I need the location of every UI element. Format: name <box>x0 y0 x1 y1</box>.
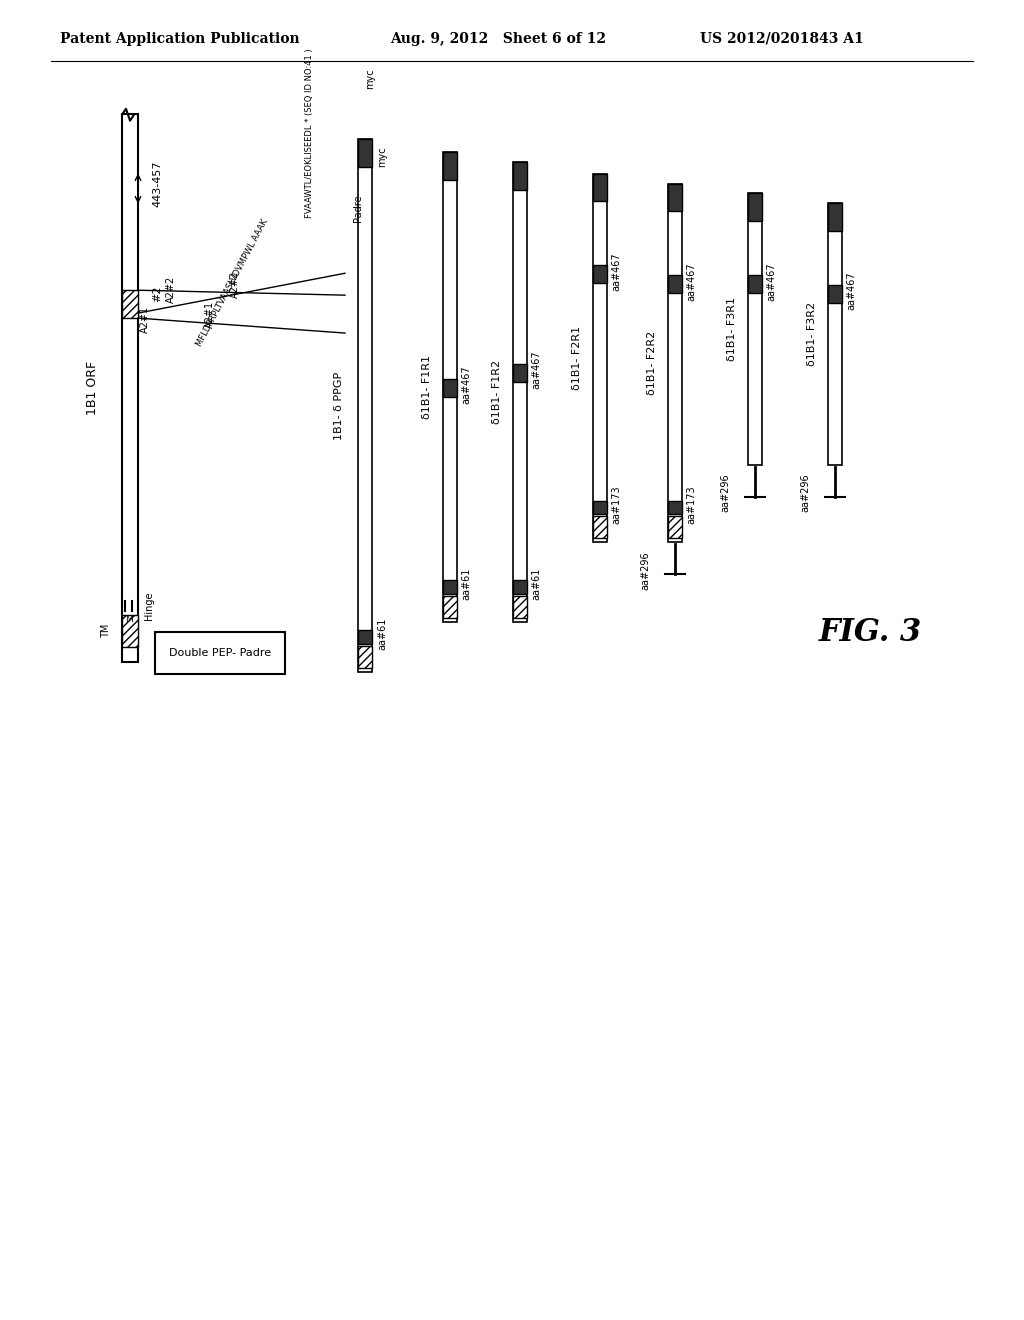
Bar <box>513 364 527 381</box>
Text: aa#296: aa#296 <box>800 474 810 512</box>
Bar <box>668 516 682 539</box>
Text: aa#467: aa#467 <box>531 351 541 389</box>
Text: US 2012/0201843 A1: US 2012/0201843 A1 <box>700 32 864 46</box>
Text: Hinge: Hinge <box>144 591 154 620</box>
Bar <box>593 173 607 202</box>
Bar <box>828 203 842 465</box>
Text: aa#61: aa#61 <box>377 618 387 651</box>
Bar <box>443 597 457 618</box>
Text: Patent Application Publication: Patent Application Publication <box>60 32 300 46</box>
Text: δ1B1- F1R1: δ1B1- F1R1 <box>422 355 432 418</box>
Bar <box>443 379 457 397</box>
Bar <box>443 152 457 180</box>
Bar <box>748 276 762 293</box>
Text: aa#173: aa#173 <box>611 486 621 524</box>
Text: TM: TM <box>101 624 111 639</box>
Text: FIG. 3: FIG. 3 <box>818 616 922 648</box>
Text: A2#1: A2#1 <box>140 305 150 333</box>
Text: A2#1: A2#1 <box>205 301 215 327</box>
Text: aa#61: aa#61 <box>531 568 541 601</box>
Bar <box>828 285 842 304</box>
Text: δ1B1- F2R1: δ1B1- F2R1 <box>572 326 582 389</box>
Text: aa#467: aa#467 <box>846 272 856 310</box>
Text: Double PEP- Padre: Double PEP- Padre <box>169 648 271 659</box>
Bar <box>828 203 842 231</box>
Bar <box>593 500 607 515</box>
Bar <box>358 630 372 644</box>
Bar <box>358 139 372 166</box>
Text: MFLDPRPLTVAASLVDVMPWL AAAK: MFLDPRPLTVAASLVDVMPWL AAAK <box>195 218 270 348</box>
Bar <box>748 194 762 222</box>
Text: δ1B1- F2R2: δ1B1- F2R2 <box>647 331 657 395</box>
Bar <box>593 265 607 284</box>
Text: 443-457: 443-457 <box>152 160 162 207</box>
Text: Aug. 9, 2012   Sheet 6 of 12: Aug. 9, 2012 Sheet 6 of 12 <box>390 32 606 46</box>
Text: δ1B1- F3R2: δ1B1- F3R2 <box>807 302 817 366</box>
Text: aa#61: aa#61 <box>461 568 471 601</box>
Text: myc: myc <box>365 69 375 90</box>
Bar <box>358 645 372 668</box>
Bar <box>443 581 457 594</box>
Text: A2#2: A2#2 <box>230 271 240 298</box>
Bar <box>668 183 682 211</box>
Text: FVAAWTL/EOKLISEEDL * (SEQ ID NO:41 ): FVAAWTL/EOKLISEEDL * (SEQ ID NO:41 ) <box>305 49 314 218</box>
Bar <box>668 276 682 293</box>
Bar <box>593 516 607 539</box>
Text: aa#173: aa#173 <box>686 486 696 524</box>
Bar <box>122 114 138 663</box>
Text: myc: myc <box>377 147 387 166</box>
Text: Padre: Padre <box>353 194 362 222</box>
Text: M: M <box>125 615 133 623</box>
Text: aa#467: aa#467 <box>766 261 776 301</box>
Text: #2: #2 <box>152 286 162 302</box>
Bar <box>513 161 527 622</box>
Bar <box>668 500 682 515</box>
Bar <box>155 632 285 675</box>
Bar <box>513 597 527 618</box>
Bar <box>513 161 527 190</box>
Bar <box>668 183 682 543</box>
Text: δ1B1- F3R1: δ1B1- F3R1 <box>727 297 737 362</box>
Bar <box>513 581 527 594</box>
Bar <box>593 173 607 543</box>
Bar <box>443 152 457 622</box>
Text: A2#2: A2#2 <box>166 276 176 302</box>
Bar <box>122 615 138 647</box>
Text: aa#467: aa#467 <box>686 261 696 301</box>
Text: aa#296: aa#296 <box>640 550 650 590</box>
Bar <box>358 139 372 672</box>
Text: δ1B1- F1R2: δ1B1- F1R2 <box>492 360 502 424</box>
Bar <box>748 194 762 465</box>
Text: aa#296: aa#296 <box>720 474 730 512</box>
Text: 1B1 ORF: 1B1 ORF <box>85 360 98 414</box>
Text: aa#467: aa#467 <box>461 366 471 404</box>
Text: aa#467: aa#467 <box>611 252 621 290</box>
Bar <box>122 290 138 318</box>
Text: 1B1- δ PPGP: 1B1- δ PPGP <box>334 372 344 440</box>
